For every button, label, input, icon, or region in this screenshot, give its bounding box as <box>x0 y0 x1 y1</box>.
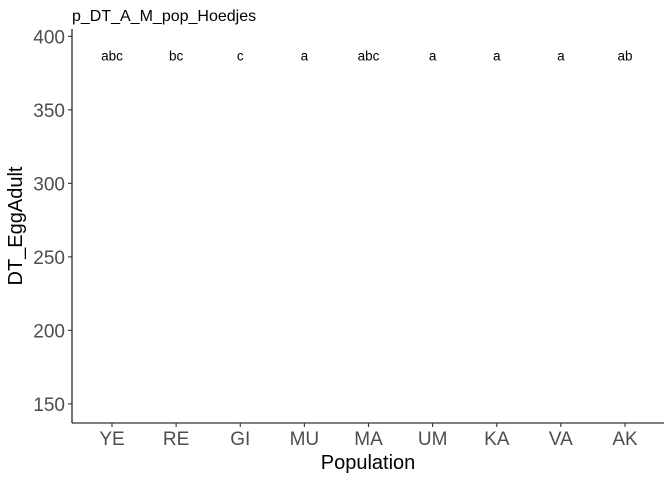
group-letter-label: a <box>301 48 309 63</box>
group-letter-label: a <box>557 48 565 63</box>
y-tick-label: 400 <box>33 27 65 48</box>
y-axis-title: DT_EggAdult <box>5 166 27 285</box>
x-tick-label: AK <box>612 429 638 450</box>
x-tick-label: YE <box>99 429 124 450</box>
y-tick-label: 350 <box>33 101 65 122</box>
group-letter-label: ab <box>617 48 632 63</box>
y-tick-label: 300 <box>33 174 65 195</box>
x-tick-label: GI <box>230 429 250 450</box>
x-axis-title: Population <box>321 452 416 474</box>
group-letter-label: bc <box>169 48 184 63</box>
x-tick-label: UM <box>418 429 448 450</box>
chart-title: p_DT_A_M_pop_Hoedjes <box>72 8 256 25</box>
y-tick-label: 250 <box>33 248 65 269</box>
x-axis-ticks: YE RE GI MU MA UM KA VA AK <box>99 423 638 450</box>
group-letter-label: a <box>493 48 501 63</box>
significance-labels: abc bc c a abc a a a ab <box>101 48 632 63</box>
x-tick-label: MU <box>290 429 320 450</box>
x-tick-label: MA <box>354 429 383 450</box>
y-tick-label: 150 <box>33 395 65 416</box>
group-letter-label: c <box>237 48 244 63</box>
y-axis-ticks: 150 200 250 300 350 400 <box>33 27 72 416</box>
x-tick-label: VA <box>549 429 573 450</box>
group-letter-label: abc <box>358 48 380 63</box>
x-tick-label: KA <box>484 429 510 450</box>
group-letter-label: a <box>429 48 437 63</box>
x-tick-label: RE <box>163 429 189 450</box>
y-tick-label: 200 <box>33 321 65 342</box>
group-letter-label: abc <box>101 48 123 63</box>
